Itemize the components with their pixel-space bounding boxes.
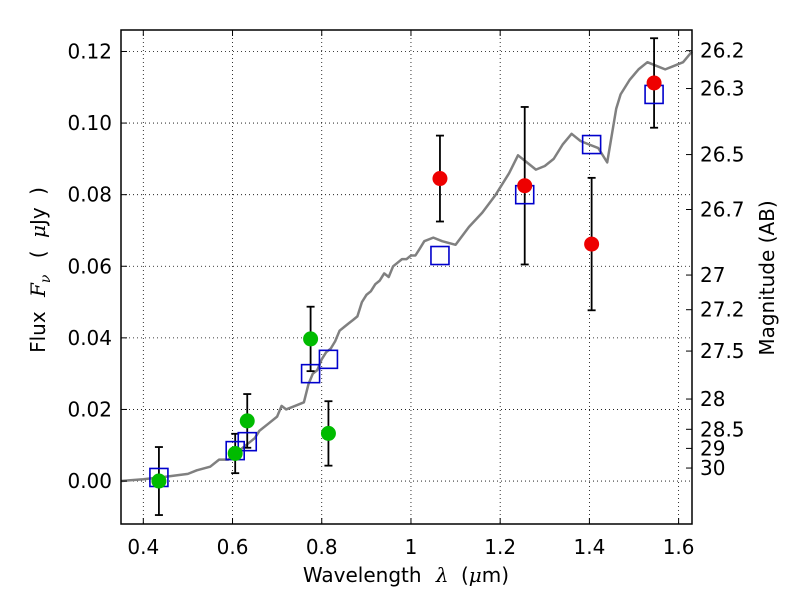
magnitude-tick-label: 26.7: [700, 197, 745, 221]
optical-photometry-point: [303, 331, 319, 347]
model-spectrum-line: [120, 50, 693, 483]
x-tick-label: 1.4: [573, 535, 605, 559]
x-axis-unit-open: (: [461, 563, 469, 587]
x-axis-unit-rest: m): [482, 563, 509, 587]
model-spectrum-layer: [120, 50, 693, 483]
y-tick-label: 0.00: [67, 469, 112, 493]
y-tick-label: 0.06: [67, 254, 112, 278]
x-tick-label: 1.6: [663, 535, 695, 559]
x-axis-label: Wavelength λ (μm): [303, 563, 509, 587]
y-axis-symbol: F: [26, 282, 50, 298]
magnitude-tick-label: 29: [700, 436, 725, 460]
near-ir-photometry-point: [517, 178, 533, 194]
magnitude-tick-label: 30: [700, 456, 725, 480]
y-tick-label: 0.08: [67, 183, 112, 207]
magnitude-tick-label: 27: [700, 263, 725, 287]
optical-photometry-point: [227, 445, 243, 461]
x-tick-label: 0.6: [217, 535, 249, 559]
model-photometry-square: [318, 349, 339, 370]
optical-photometry-point: [320, 425, 336, 441]
grid-lines: [121, 30, 692, 524]
magnitude-tick-label: 26.5: [700, 143, 745, 167]
magnitude-tick-label: 26.3: [700, 77, 745, 101]
y-tick-label: 0.10: [67, 111, 112, 135]
y-axis-unit-mu: μ: [26, 225, 50, 238]
x-axis-label-text: Wavelength: [303, 563, 422, 587]
magnitude-axis-label: Magnitude (AB): [755, 200, 779, 355]
optical-photometry-point: [151, 473, 167, 489]
model-photometry-square: [300, 363, 321, 384]
errorbar-layer: [154, 37, 659, 516]
magnitude-tick-label: 27.5: [700, 339, 745, 363]
x-tick-label: 0.4: [127, 535, 159, 559]
magnitude-tick-label: 28.5: [700, 417, 745, 441]
x-tick-label: 1: [405, 535, 418, 559]
model-photometry-square: [237, 431, 258, 452]
y-axis-label-text: Flux: [26, 311, 50, 353]
x-tick-label: 0.8: [306, 535, 338, 559]
magnitude-tick-label: 26.2: [700, 39, 745, 63]
magnitude-tick-label: 27.2: [700, 298, 745, 322]
tick-layer: 0.4 0.6 0.8 1 1.2 1.4 1.6 0.00 0.02 0.04 0.06 0.08 0…: [67, 30, 745, 559]
y-tick-label: 0.12: [67, 39, 112, 63]
x-axis-symbol: λ: [435, 563, 449, 587]
x-tick-label: 1.2: [484, 535, 516, 559]
y-axis-label: Flux Fν ( μJy ): [26, 187, 55, 353]
model-photometry-square: [581, 134, 602, 155]
magnitude-tick-label: 28: [700, 387, 725, 411]
y-tick-label: 0.04: [67, 326, 112, 350]
model-photometry-square: [430, 245, 450, 266]
near-ir-photometry-point: [432, 171, 448, 187]
plot-frame: [120, 29, 693, 525]
near-ir-photometry-point: [646, 75, 662, 91]
x-axis-unit-mu: μ: [469, 563, 482, 587]
optical-photometry-point: [239, 413, 255, 429]
y-axis-unit-open: (: [26, 250, 50, 258]
y-axis-symbol-sub: ν: [38, 274, 54, 283]
y-tick-label: 0.02: [67, 397, 112, 421]
marker-layer: [149, 75, 664, 489]
y-axis-unit-rest: Jy: [26, 207, 50, 227]
near-ir-photometry-point: [584, 236, 600, 252]
y-axis-unit-close: ): [26, 187, 50, 195]
